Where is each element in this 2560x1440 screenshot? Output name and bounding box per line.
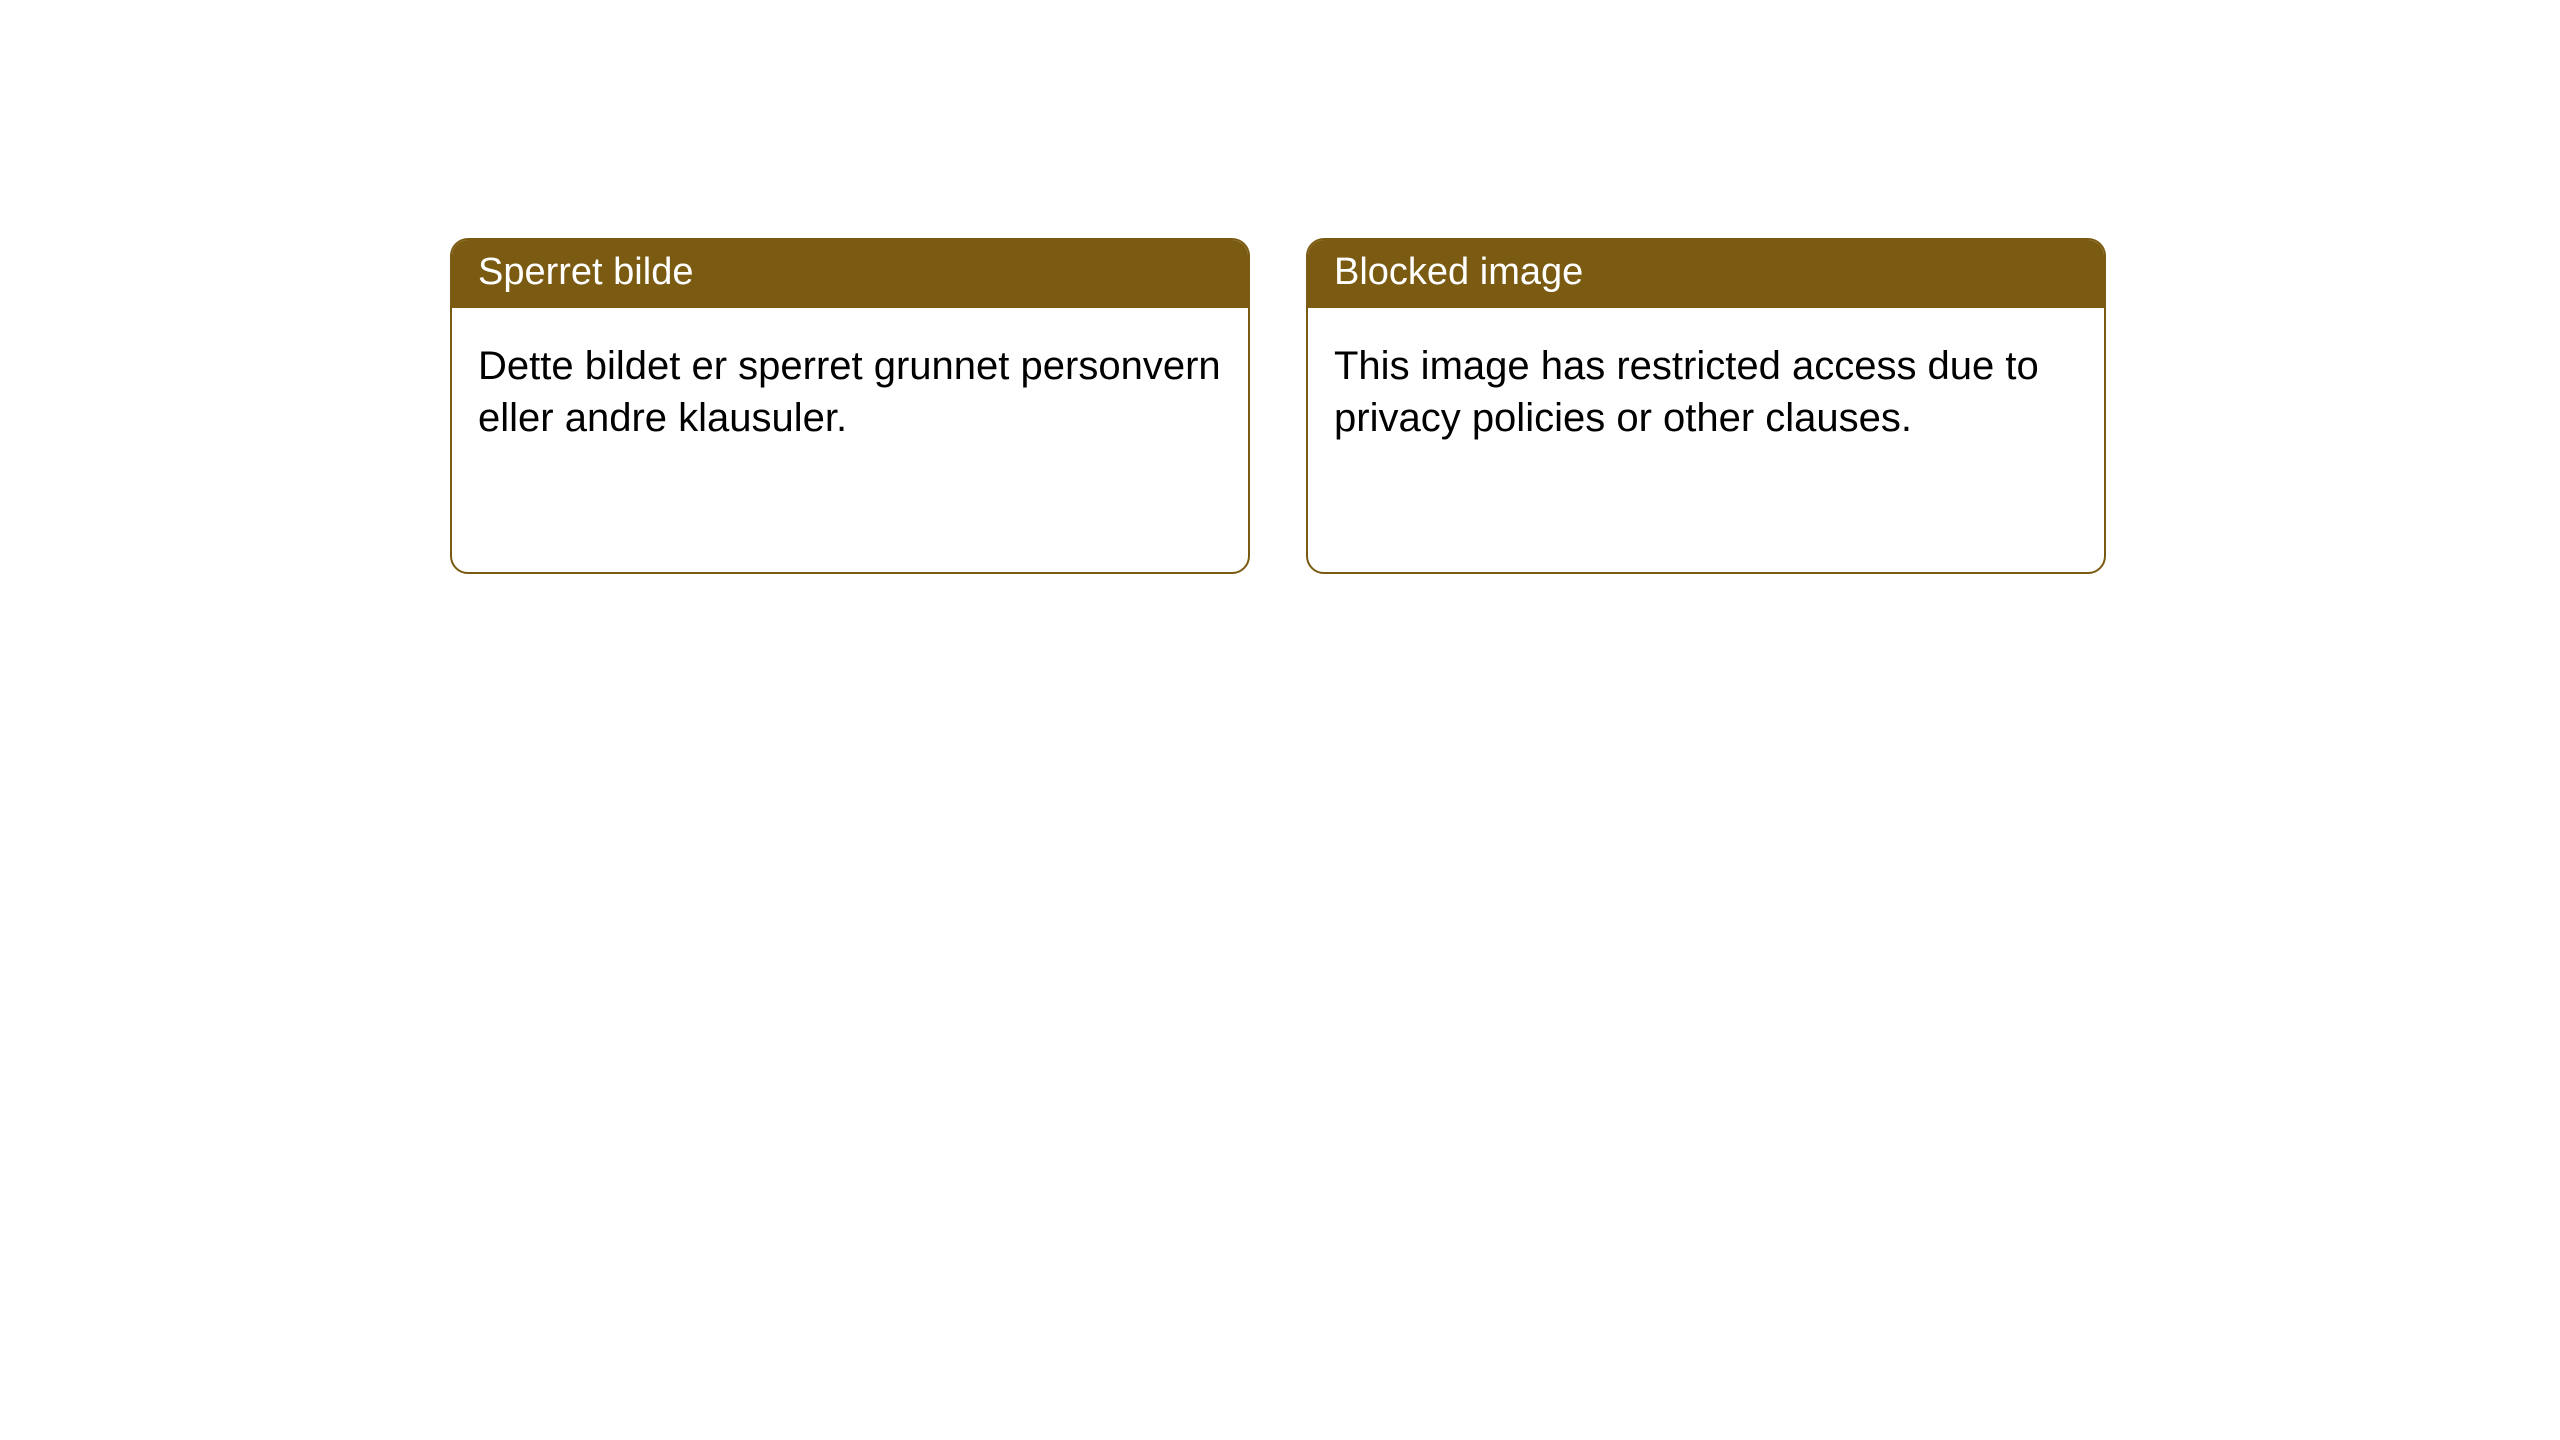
card-title: Sperret bilde xyxy=(452,240,1248,308)
notice-cards-container: Sperret bilde Dette bildet er sperret gr… xyxy=(450,238,2106,574)
card-body-text: This image has restricted access due to … xyxy=(1308,308,2104,476)
notice-card-english: Blocked image This image has restricted … xyxy=(1306,238,2106,574)
card-title: Blocked image xyxy=(1308,240,2104,308)
card-body-text: Dette bildet er sperret grunnet personve… xyxy=(452,308,1248,476)
notice-card-norwegian: Sperret bilde Dette bildet er sperret gr… xyxy=(450,238,1250,574)
